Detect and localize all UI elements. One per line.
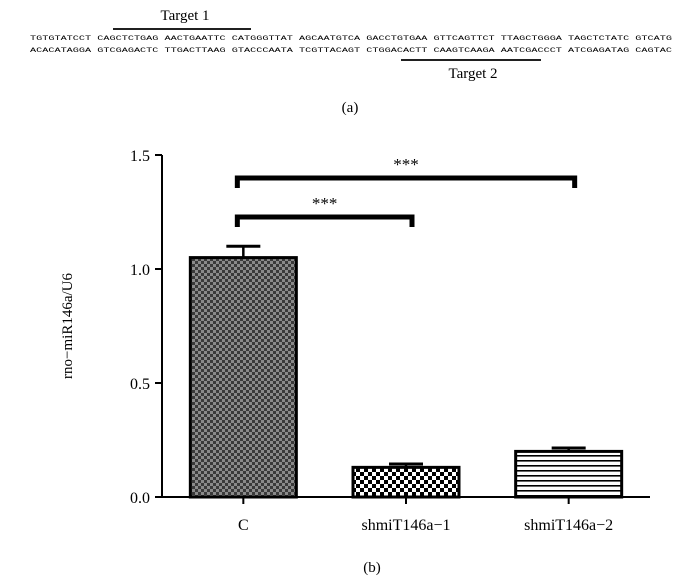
bar-2 bbox=[351, 465, 461, 499]
panel-a: Target 1 TGTGTATCCT CAGCTCTGAG AACTGAATT… bbox=[30, 8, 672, 116]
significance-label-1: *** bbox=[312, 194, 338, 213]
error-bars bbox=[226, 244, 586, 468]
y-tick-label: 0.0 bbox=[130, 490, 150, 507]
x-tick-label: shmiT146a−2 bbox=[524, 517, 613, 534]
y-tick-label: 0.5 bbox=[130, 376, 150, 393]
bar-1 bbox=[188, 256, 298, 499]
y-tick-label: 1.0 bbox=[130, 262, 150, 279]
y-ticks: 0.0 0.5 1.0 1.5 bbox=[130, 148, 162, 507]
x-tick-label: C bbox=[238, 517, 249, 534]
significance-bracket-2 bbox=[234, 175, 578, 188]
target2-label: Target 2 bbox=[448, 66, 497, 82]
panel-a-label: (a) bbox=[342, 100, 359, 116]
y-tick-label: 1.5 bbox=[130, 148, 150, 165]
x-tick-label: shmiT146a−1 bbox=[361, 517, 450, 534]
sequence-top-strand: TGTGTATCCT CAGCTCTGAG AACTGAATTC CATGGGT… bbox=[30, 35, 672, 42]
significance-brackets: *** *** bbox=[234, 155, 578, 227]
significance-bracket-1 bbox=[234, 214, 415, 227]
sequence-bottom-strand: ACACATAGGA GTCGAGACTC TTGACTTAAG GTACCCA… bbox=[30, 47, 672, 54]
bars bbox=[188, 256, 624, 499]
bar-3 bbox=[514, 449, 624, 499]
target1-label: Target 1 bbox=[160, 8, 209, 24]
panel-b-label: (b) bbox=[363, 560, 381, 576]
y-axis-label: rno−miR146a/U6 bbox=[60, 273, 76, 379]
significance-label-2: *** bbox=[393, 155, 419, 174]
